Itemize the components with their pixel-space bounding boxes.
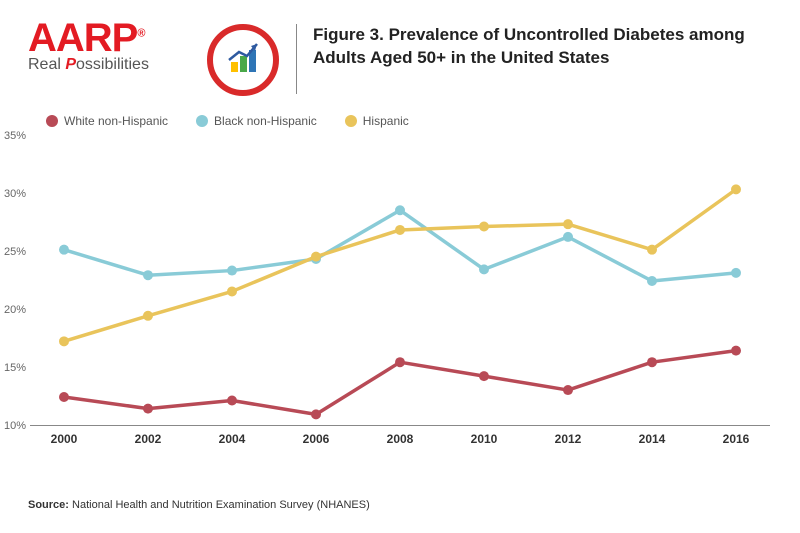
series-marker [395,225,405,235]
series-marker [479,264,489,274]
legend-label: White non-Hispanic [64,114,168,128]
aarp-logo: AARP® Real Possibilities [28,18,198,74]
series-marker [731,346,741,356]
y-axis-label: 35% [0,130,30,142]
series-marker [311,409,321,419]
series-marker [395,205,405,215]
y-axis-label: 10% [0,420,30,432]
series-marker [479,371,489,381]
x-axis-label: 2012 [555,426,582,446]
header-divider [296,24,297,94]
x-axis-label: 2016 [723,426,750,446]
series-marker [227,266,237,276]
series-marker [59,245,69,255]
figure-title: Figure 3. Prevalence of Uncontrolled Dia… [313,24,772,70]
legend-dot [46,115,58,127]
series-marker [143,311,153,321]
x-axis-label: 2000 [51,426,78,446]
x-axis-label: 2008 [387,426,414,446]
source-citation: Source: National Health and Nutrition Ex… [28,499,370,511]
x-axis-label: 2004 [219,426,246,446]
legend-dot [196,115,208,127]
figure-title-block: Figure 3. Prevalence of Uncontrolled Dia… [313,18,772,70]
series-marker [59,392,69,402]
logo-text: AARP® [28,18,198,58]
legend: White non-Hispanic Black non-Hispanic Hisp… [0,96,800,136]
series-marker [647,276,657,286]
series-marker [563,232,573,242]
source-label: Source: [28,499,69,511]
series-marker [731,184,741,194]
source-text: National Health and Nutrition Examinatio… [72,499,370,511]
series-marker [647,245,657,255]
legend-label: Black non-Hispanic [214,114,317,128]
legend-dot [345,115,357,127]
header: AARP® Real Possibilities Figure 3. Preva… [0,0,800,96]
x-axis-label: 2014 [639,426,666,446]
legend-item: Black non-Hispanic [196,114,317,128]
y-axis-label: 25% [0,246,30,258]
legend-item: White non-Hispanic [46,114,168,128]
x-axis-label: 2010 [471,426,498,446]
series-marker [59,336,69,346]
y-axis-label: 20% [0,304,30,316]
x-axis-label: 2002 [135,426,162,446]
series-marker [395,357,405,367]
x-axis-label: 2006 [303,426,330,446]
series-marker [311,252,321,262]
chart: 10%15%20%25%30%35%2000200220042006200820… [30,136,770,426]
y-axis-label: 30% [0,188,30,200]
dataexplorer-badge [198,18,288,96]
series-marker [143,270,153,280]
legend-label: Hispanic [363,114,409,128]
series-marker [647,357,657,367]
series-marker [227,395,237,405]
series-marker [563,385,573,395]
logo-tagline: Real Possibilities [28,56,198,74]
series-marker [563,219,573,229]
series-marker [227,286,237,296]
series-marker [479,221,489,231]
legend-item: Hispanic [345,114,409,128]
series-marker [731,268,741,278]
y-axis-label: 15% [0,362,30,374]
badge-icon [207,24,279,96]
series-marker [143,404,153,414]
